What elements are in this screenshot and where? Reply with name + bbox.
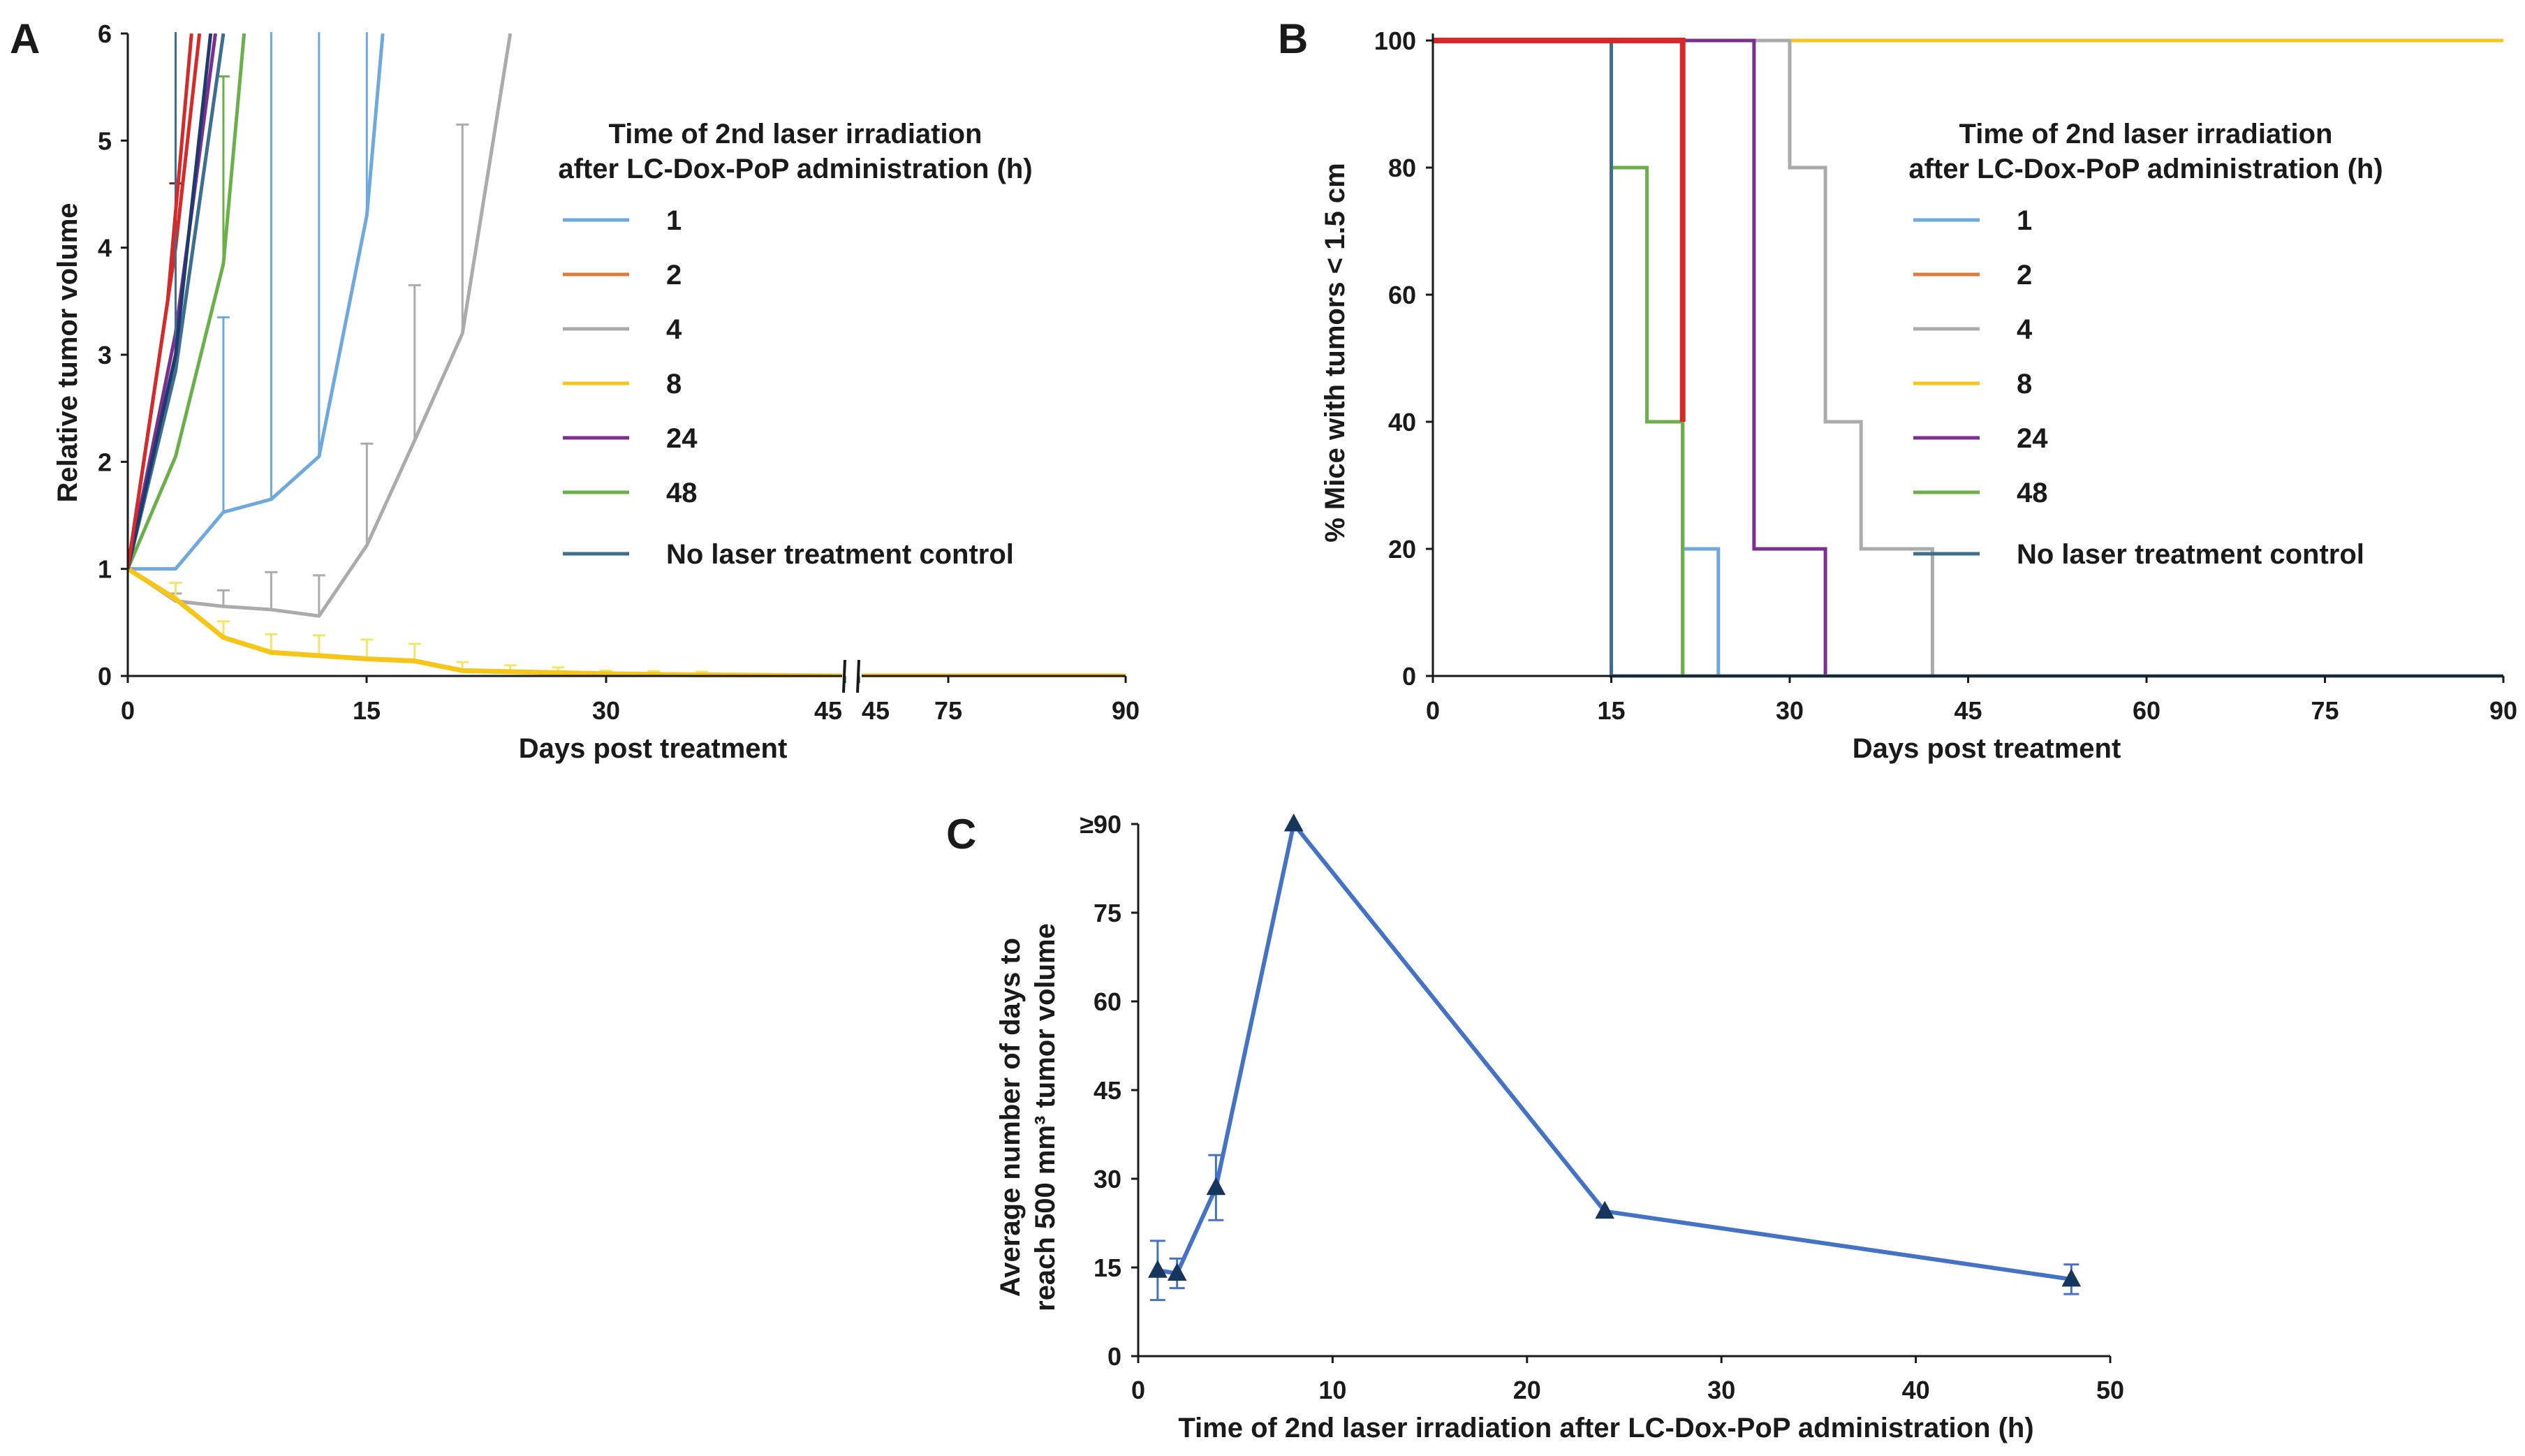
panel-b-legend-label-h2: 2 <box>2017 260 2032 291</box>
panel-a-legend-title-line2: after LC-Dox-PoP administration (h) <box>558 154 1032 184</box>
panel-b-x-tick-label: 90 <box>2489 696 2517 725</box>
panel-a-series-line-control-2 <box>128 33 213 570</box>
panel-c-y-tick-label: 45 <box>1094 1076 1121 1105</box>
panel-a-x-tick-label: 15 <box>353 696 381 725</box>
panel-a-x-tick-label: 45 <box>862 696 890 725</box>
panel-c-data-point <box>1283 813 1304 832</box>
panel-b-x-tick-label: 45 <box>1954 696 1982 725</box>
panel-c-y-tick-label: 60 <box>1094 987 1121 1016</box>
panel-b-x-tick-label: 75 <box>2311 696 2339 725</box>
panel-b-legend-label-control: No laser treatment control <box>2017 539 2364 570</box>
panel-a-y-tick-label: 6 <box>98 20 112 48</box>
panel-a-legend-label-h4: 4 <box>666 314 682 345</box>
panel-c-y-tick-label: ≥90 <box>1080 810 1121 839</box>
panel-b-y-title: % Mice with tumors < 1.5 cm <box>1320 163 1350 543</box>
panel-a-legend-label-h24: 24 <box>666 423 698 454</box>
panel-a-series-line-h1 <box>128 33 385 571</box>
panel-a-y-tick-label: 1 <box>98 555 112 584</box>
panel-c-data-point <box>1148 1260 1168 1278</box>
panel-c-x-tick-label: 10 <box>1318 1376 1346 1404</box>
panel-a-legend-label-h8: 8 <box>666 369 682 399</box>
panel-a-x-tick-label: 30 <box>592 696 620 725</box>
panel-a-y-tick-label: 2 <box>98 448 112 476</box>
panel-b-letter: B <box>1278 15 1308 62</box>
panel-b-legend: Time of 2nd laser irradiation after LC-Do… <box>1908 119 2383 570</box>
panel-a-x-title: Days post treatment <box>519 733 788 764</box>
panel-b-legend-title-line1: Time of 2nd laser irradiation <box>1959 119 2333 149</box>
panel-c: C 0 15 30 45 60 75 ≥90 0 10 20 30 40 50 Time of 2nd… <box>946 810 2124 1443</box>
panel-c-x-tick-label: 0 <box>1131 1376 1145 1404</box>
panel-c-letter: C <box>946 811 976 858</box>
panel-b-y-tick-label: 20 <box>1388 535 1416 564</box>
panel-c-y-title-line1: Average number of days to <box>995 938 1026 1297</box>
panel-a-legend-label-h48: 48 <box>666 478 698 508</box>
panel-b-legend-label-h48: 48 <box>2017 478 2048 508</box>
panel-b-x-tick-label: 0 <box>1426 696 1440 725</box>
panel-c-data-point <box>1206 1177 1226 1196</box>
panel-a-letter: A <box>10 15 40 62</box>
panel-a-y-tick-label: 3 <box>98 341 112 369</box>
panel-a-y-tick-label: 4 <box>98 234 112 263</box>
panel-b-series-line-red <box>1433 38 1686 422</box>
panel-a-x-tick-label: 90 <box>1112 696 1140 725</box>
panel-b-y-tick-label: 100 <box>1374 27 1416 55</box>
panel-b-series-line-h4 <box>1433 38 2503 678</box>
panel-b: B 0 20 40 60 80 100 0 15 30 45 60 75 90 Days post t… <box>1278 15 2517 764</box>
panel-a-x-tick-label: 0 <box>121 696 135 725</box>
panel-b-legend-label-h4: 4 <box>2017 314 2033 345</box>
panel-a-series-line-red-2 <box>128 33 193 570</box>
panel-b-y-tick-label: 40 <box>1388 408 1416 436</box>
panel-a-series-line-h48 <box>128 33 246 570</box>
panel-c-y-tick-label: 0 <box>1107 1342 1121 1371</box>
panel-b-y-tick-label: 0 <box>1402 662 1416 691</box>
panel-b-legend-title-line2: after LC-Dox-PoP administration (h) <box>1908 154 2383 184</box>
panel-c-series-line <box>1157 822 2072 1281</box>
panel-b-x-tick-label: 15 <box>1597 696 1625 725</box>
panel-a-y-tick-label: 5 <box>98 126 112 155</box>
panel-a-legend: Time of 2nd laser irradiation after LC-Do… <box>558 119 1032 570</box>
panel-b-x-tick-label: 30 <box>1776 696 1804 725</box>
panel-a-series-line-h8 <box>128 566 1126 677</box>
panel-b-y-tick-label: 60 <box>1388 281 1416 309</box>
panel-b-x-title: Days post treatment <box>1853 733 2121 764</box>
panel-a-y-tick-label: 0 <box>98 662 112 691</box>
panel-c-data-point <box>1167 1263 1187 1281</box>
panel-c-x-title: Time of 2nd laser irradiation after LC-D… <box>1178 1413 2033 1443</box>
panel-b-legend-label-h1: 1 <box>2017 205 2032 236</box>
panel-c-data-point <box>1595 1200 1614 1219</box>
panel-a-legend-label-control: No laser treatment control <box>666 539 1014 570</box>
panel-a-x-tick-label: 45 <box>814 696 842 725</box>
panel-c-x-tick-label: 20 <box>1513 1376 1541 1404</box>
panel-a-x-tick-label: 75 <box>934 696 962 725</box>
panel-a-series-line-h4 <box>128 33 513 618</box>
panel-b-x-tick-label: 60 <box>2133 696 2160 725</box>
panel-a-legend-title-line1: Time of 2nd laser irradiation <box>609 119 982 149</box>
panel-c-x-tick-label: 30 <box>1707 1376 1735 1404</box>
panel-c-y-tick-label: 30 <box>1094 1165 1121 1193</box>
panel-c-y-tick-label: 75 <box>1094 899 1121 927</box>
panel-c-x-tick-label: 50 <box>2096 1376 2124 1404</box>
panel-a-legend-label-h1: 1 <box>666 205 682 236</box>
panel-a-legend-label-h2: 2 <box>666 260 682 291</box>
panel-a-y-title: Relative tumor volume <box>52 203 83 502</box>
panel-b-legend-label-h8: 8 <box>2017 369 2032 399</box>
panel-b-legend-label-h24: 24 <box>2017 423 2048 454</box>
panel-c-y-tick-label: 15 <box>1094 1253 1121 1282</box>
panel-c-x-tick-label: 40 <box>1902 1376 1930 1404</box>
panel-b-y-tick-label: 80 <box>1388 154 1416 182</box>
panel-c-data-point <box>2061 1268 2082 1287</box>
panel-c-y-title-line2: reach 500 mm³ tumor volume <box>1030 923 1061 1311</box>
